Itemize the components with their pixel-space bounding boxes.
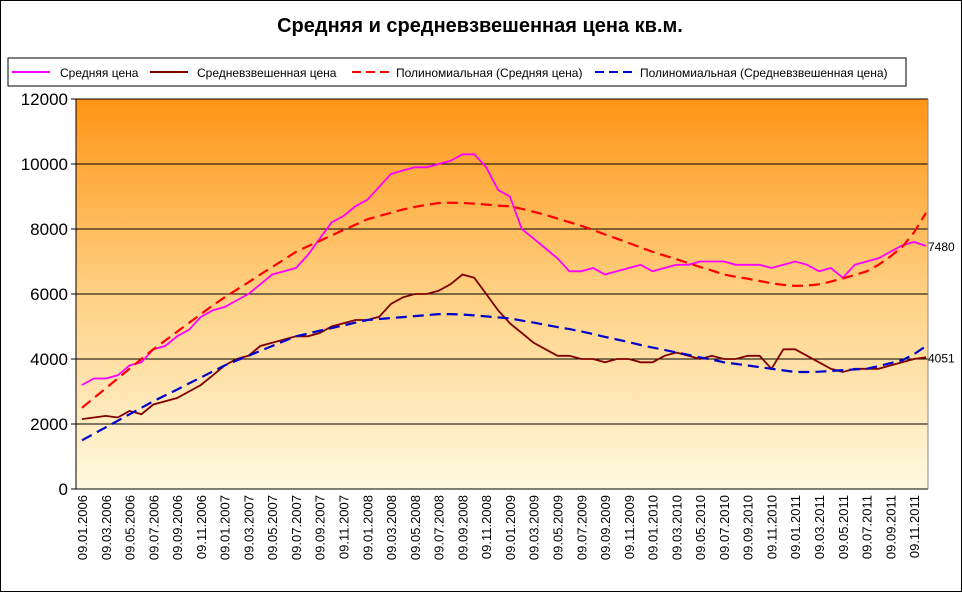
x-tick-label: 09.07.2007 <box>289 495 304 560</box>
x-tick-label: 09.07.2008 <box>432 495 447 560</box>
x-tick-label: 09.01.2009 <box>503 495 518 560</box>
x-tick-label: 09.09.2011 <box>883 495 898 559</box>
x-tick-label: 09.03.2010 <box>669 495 684 560</box>
x-tick-label: 09.01.2008 <box>360 495 375 560</box>
x-tick-label: 09.05.2006 <box>123 495 138 560</box>
x-tick-label: 09.07.2010 <box>717 495 732 560</box>
x-tick-label: 09.09.2009 <box>598 495 613 560</box>
series-line <box>81 153 927 386</box>
data-label: 4051 <box>928 351 955 365</box>
x-tick-label: 09.11.2010 <box>764 495 779 559</box>
x-tick-label: 09.07.2009 <box>574 495 589 560</box>
x-tick-label: 09.03.2009 <box>527 495 542 560</box>
x-tick-label: 09.05.2008 <box>408 495 423 560</box>
x-tick-label: 09.03.2007 <box>241 495 256 560</box>
x-tick-label: 09.05.2007 <box>265 495 280 560</box>
series-line <box>81 313 927 442</box>
data-label: 7480 <box>928 240 955 254</box>
x-tick-label: 09.11.2006 <box>194 495 209 559</box>
x-tick-label: 09.05.2011 <box>836 495 851 559</box>
x-tick-label: 09.09.2007 <box>313 495 328 560</box>
chart-title: Средняя и средневзвешенная цена кв.м. <box>277 15 683 37</box>
x-tick-label: 09.03.2008 <box>384 495 399 560</box>
y-tick-label: 4000 <box>30 350 68 369</box>
y-tick-label: 2000 <box>30 415 68 434</box>
x-tick-label: 09.03.2011 <box>812 495 827 559</box>
legend-label: Полиномиальная (Средняя цена) <box>396 66 582 80</box>
x-tick-label: 09.09.2008 <box>455 495 470 560</box>
legend-label: Полиномиальная (Средневзвешенная цена) <box>640 66 888 80</box>
x-tick-label: 09.03.2006 <box>99 495 114 560</box>
x-tick-label: 09.07.2011 <box>860 495 875 559</box>
x-tick-label: 09.01.2011 <box>788 495 803 559</box>
x-tick-label: 09.01.2010 <box>646 495 661 560</box>
y-tick-label: 8000 <box>30 220 68 239</box>
x-tick-label: 09.11.2007 <box>337 495 352 559</box>
y-tick-label: 6000 <box>30 285 68 304</box>
x-tick-label: 09.05.2010 <box>693 495 708 560</box>
y-tick-label: 0 <box>59 480 68 499</box>
x-tick-label: 09.11.2011 <box>907 495 922 558</box>
legend-label: Средневзвешенная цена <box>197 66 337 80</box>
x-tick-label: 09.07.2006 <box>146 495 161 560</box>
y-tick-label: 10000 <box>21 155 68 174</box>
y-tick-label: 12000 <box>21 90 68 109</box>
x-tick-label: 09.09.2010 <box>741 495 756 560</box>
series-line <box>81 201 927 409</box>
legend-label: Средняя цена <box>60 66 139 80</box>
x-tick-label: 09.01.2007 <box>218 495 233 560</box>
x-tick-label: 09.09.2006 <box>170 495 185 560</box>
x-tick-label: 09.11.2008 <box>479 495 494 559</box>
x-tick-label: 09.11.2009 <box>622 495 637 559</box>
x-tick-label: 09.01.2006 <box>75 495 90 560</box>
x-tick-label: 09.05.2009 <box>550 495 565 560</box>
